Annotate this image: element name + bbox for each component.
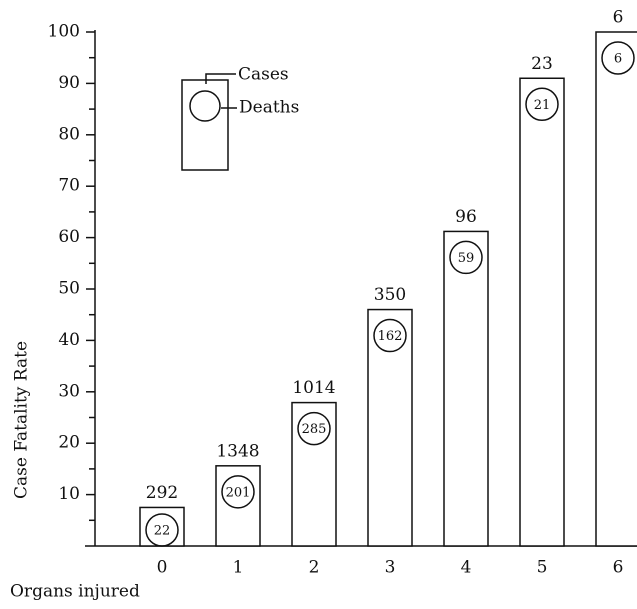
deaths-circle	[373, 318, 407, 353]
y-tick-label: 10	[58, 484, 80, 504]
x-tick-label: 4	[461, 558, 472, 578]
cases-label: 6	[613, 8, 624, 28]
y-tick-label: 90	[58, 73, 80, 93]
deaths-label: 21	[534, 98, 551, 113]
cases-label: 292	[146, 483, 178, 503]
legend-label: Cases	[238, 65, 289, 85]
x-tick-label: 6	[613, 558, 624, 578]
y-tick-label: 60	[58, 227, 80, 247]
legend-label: Deaths	[239, 98, 299, 118]
y-tick-label: 30	[58, 381, 80, 401]
y-tick-label: 50	[58, 279, 80, 299]
deaths-circle	[525, 87, 559, 122]
deaths-circle	[297, 411, 331, 446]
bar	[367, 308, 413, 547]
x-tick-label: 3	[385, 558, 396, 578]
y-tick-label: 40	[58, 330, 80, 350]
bar	[443, 230, 489, 547]
cases-label: 1014	[292, 378, 335, 398]
deaths-circle	[145, 513, 179, 547]
deaths-circle	[449, 240, 483, 275]
deaths-label: 59	[458, 251, 475, 266]
cases-label: 1348	[216, 441, 259, 461]
deaths-label: 162	[378, 329, 403, 344]
y-tick-label: 100	[48, 22, 80, 42]
legend-circle	[189, 90, 221, 122]
deaths-label: 285	[302, 422, 327, 437]
x-tick-label: 1	[233, 558, 244, 578]
x-tick-label: 2	[309, 558, 320, 578]
cases-label: 350	[374, 285, 406, 305]
cases-label: 96	[455, 207, 477, 227]
x-axis-label: Organs injured	[10, 582, 140, 602]
deaths-circle	[601, 41, 635, 75]
bar	[519, 77, 565, 547]
y-tick-label: 20	[58, 433, 80, 453]
bar	[595, 31, 637, 547]
deaths-label: 201	[226, 485, 251, 500]
deaths-circle	[221, 475, 255, 509]
bar	[291, 401, 337, 547]
y-tick-label: 70	[58, 176, 80, 196]
x-tick-label: 5	[537, 558, 548, 578]
legend-arrow	[205, 73, 236, 84]
deaths-label: 6	[614, 52, 622, 67]
y-tick-label: 80	[58, 124, 80, 144]
legend-box	[181, 79, 229, 171]
y-axis-label: Case Fatality Rate	[12, 341, 32, 499]
bar	[215, 465, 261, 547]
deaths-label: 22	[154, 524, 171, 539]
x-tick-label: 0	[157, 558, 168, 578]
cases-label: 23	[531, 54, 553, 74]
